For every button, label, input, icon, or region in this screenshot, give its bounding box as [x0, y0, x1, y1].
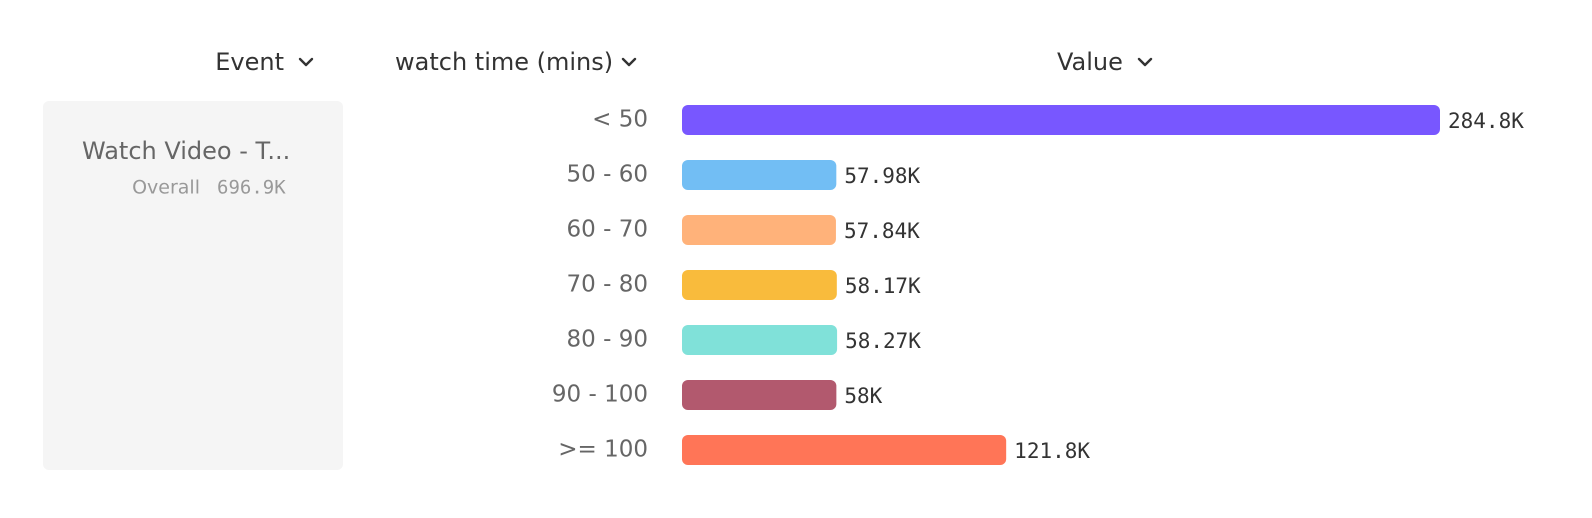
category-label: 70 - 80: [567, 272, 648, 298]
column-header[interactable]: Value: [1057, 48, 1123, 76]
bar: [682, 215, 836, 245]
category-label: 80 - 90: [567, 327, 648, 353]
overall-value: 696.9K: [217, 177, 286, 199]
column-header[interactable]: watch time (mins): [395, 48, 613, 76]
value-label: 121.8K: [1014, 439, 1090, 463]
value-label: 57.98K: [844, 164, 920, 188]
value-label: 57.84K: [844, 219, 920, 243]
event-panel: [43, 101, 343, 470]
bar: [682, 160, 837, 190]
chevron-icon[interactable]: [298, 57, 314, 67]
category-label: 60 - 70: [567, 217, 648, 243]
bar: [682, 105, 1440, 135]
category-label: < 50: [592, 107, 648, 133]
bar: [682, 325, 838, 355]
value-label: 58.27K: [845, 329, 921, 353]
column-header[interactable]: Event: [215, 48, 284, 76]
value-label: 58K: [844, 384, 882, 408]
category-label: 50 - 60: [567, 162, 648, 188]
event-name[interactable]: Watch Video - T...: [82, 137, 290, 165]
bar: [682, 435, 1007, 465]
bar: [682, 380, 837, 410]
category-label: 90 - 100: [552, 382, 648, 408]
overall-label: Overall: [132, 177, 200, 199]
chevron-icon[interactable]: [621, 57, 637, 67]
value-label: 58.17K: [845, 274, 921, 298]
value-label: 284.8K: [1448, 109, 1524, 133]
chevron-icon[interactable]: [1137, 57, 1153, 67]
category-label: >= 100: [558, 437, 648, 463]
bar: [682, 270, 837, 300]
